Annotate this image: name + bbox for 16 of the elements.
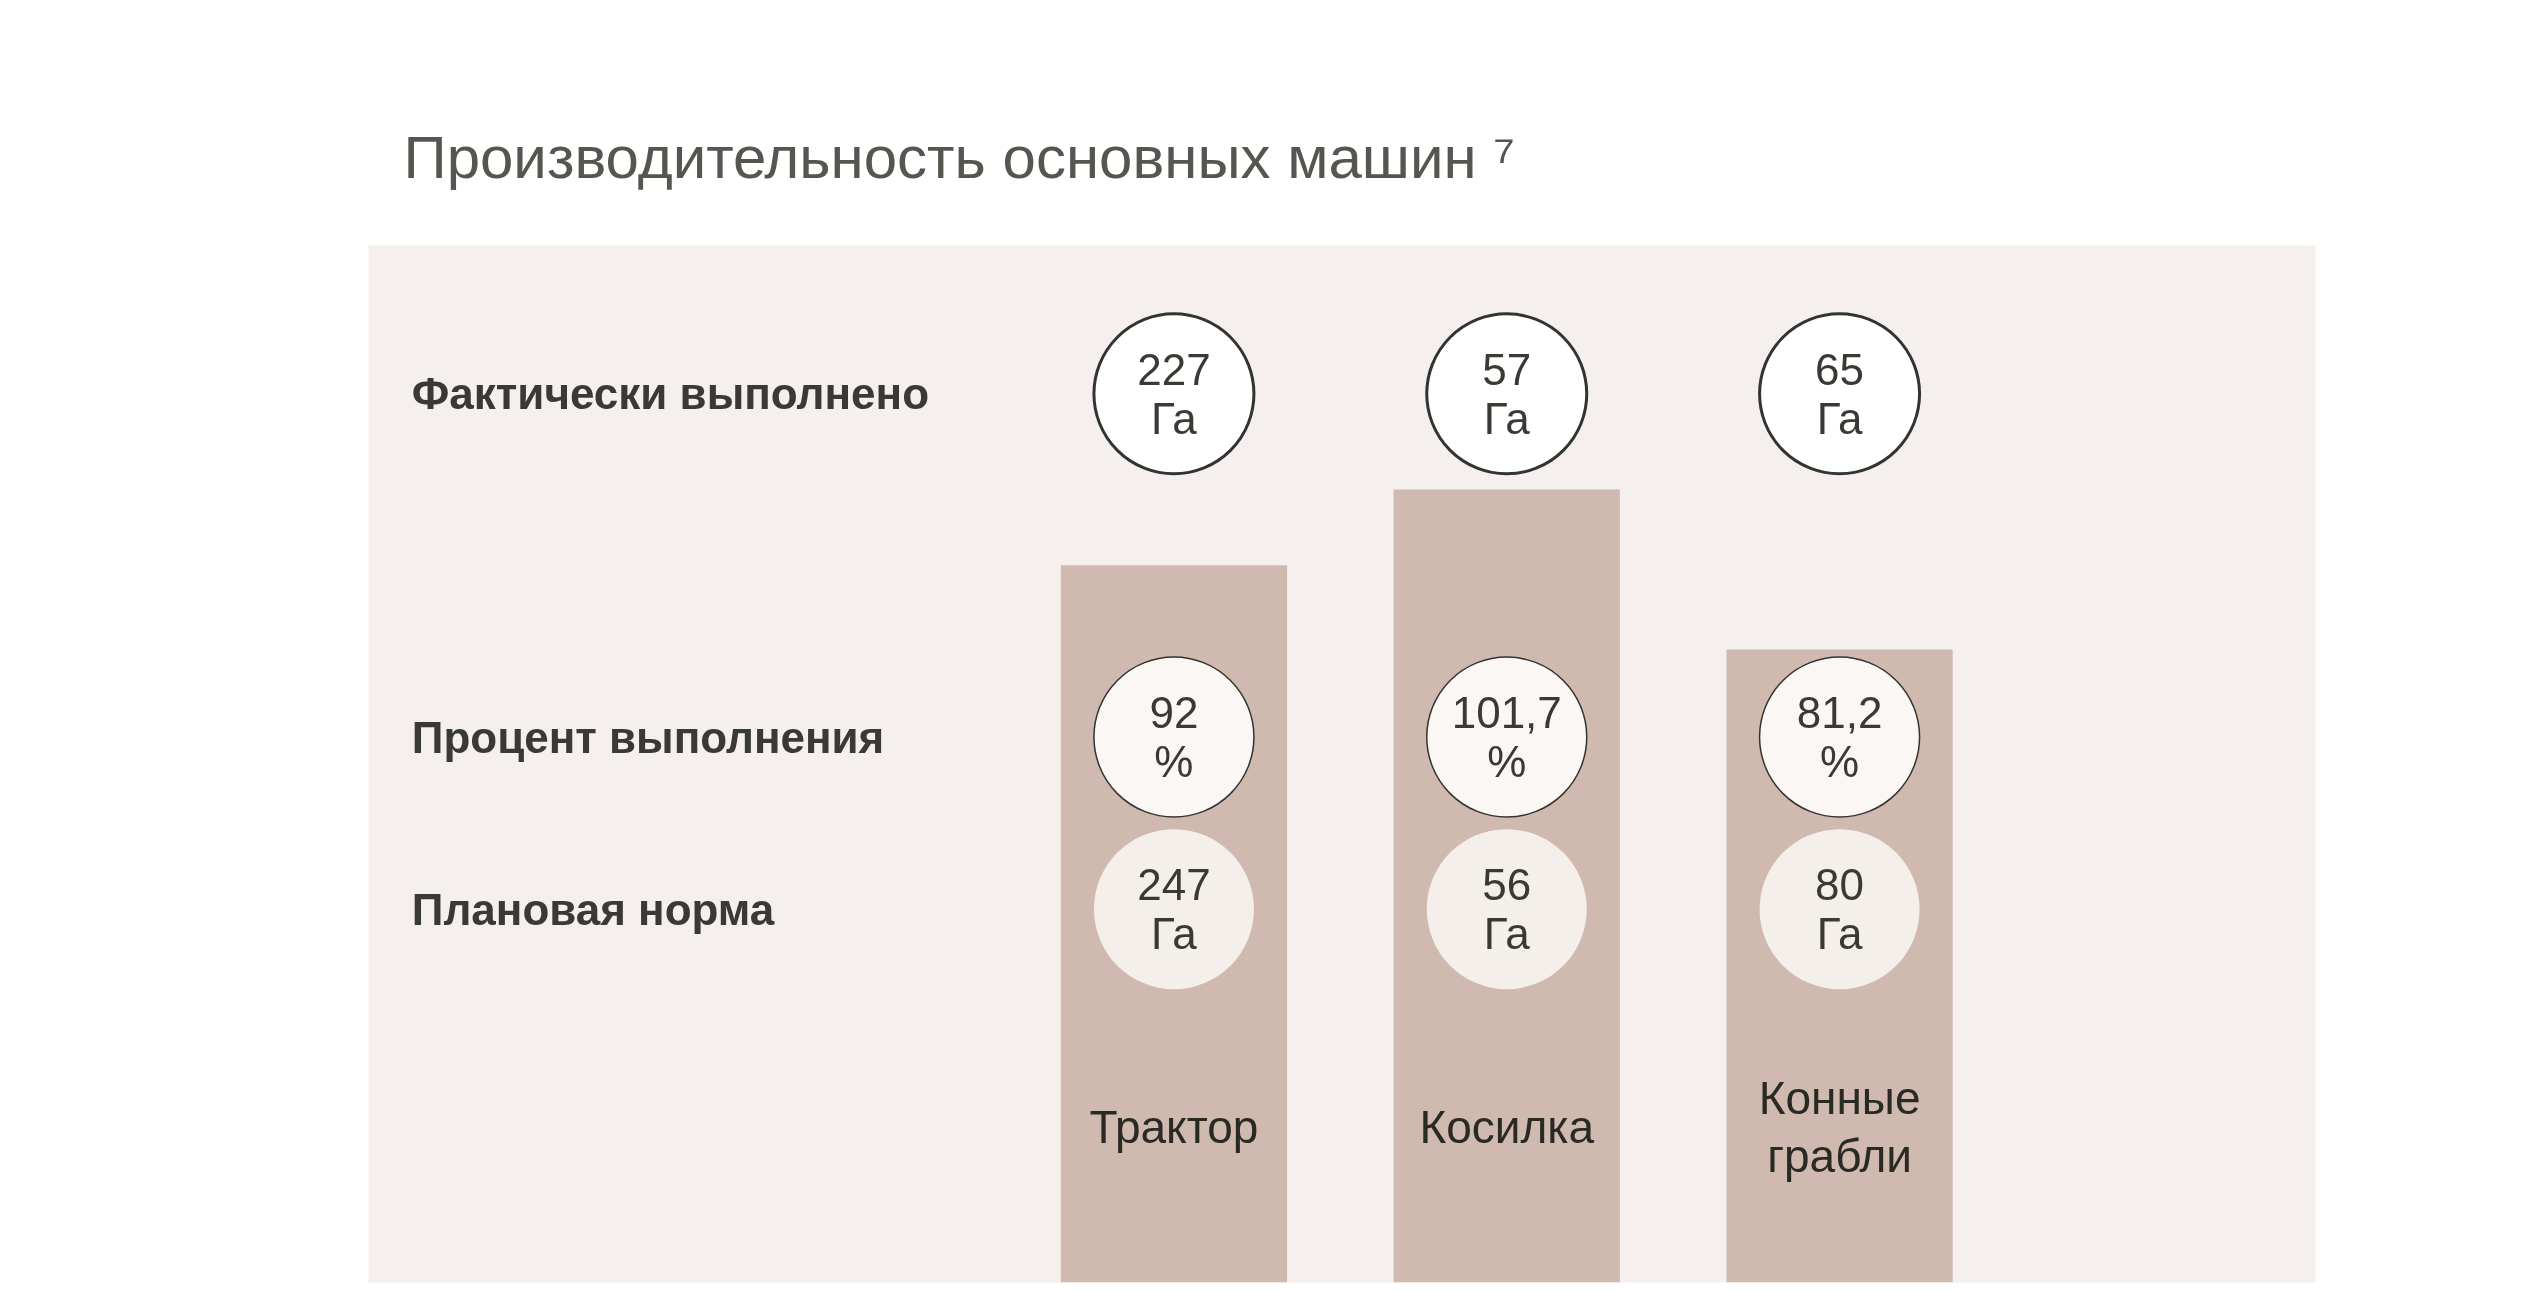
annotation: 80 Га bbox=[1815, 860, 1865, 959]
text: Фактически выполнено bbox=[411, 369, 930, 419]
chart-title: Производительность основных машин ⁷ bbox=[403, 123, 1515, 191]
annotation: 247 Га bbox=[1137, 860, 1211, 959]
x-tick-label: Косилка bbox=[1419, 1100, 1595, 1153]
text: Плановая норма bbox=[411, 884, 775, 934]
annotation: 57 Га bbox=[1482, 344, 1532, 443]
annotation: 56 Га bbox=[1482, 860, 1532, 959]
text: Процент выполнения bbox=[411, 712, 885, 762]
data-label: 101,7 % bbox=[1451, 688, 1562, 787]
data-label: 81,2 % bbox=[1796, 688, 1883, 787]
annotation: 227 Га bbox=[1137, 344, 1211, 443]
x-tick-label: Конные грабли bbox=[1758, 1072, 1921, 1182]
data-label: 92 % bbox=[1149, 688, 1199, 787]
x-tick-label: Трактор bbox=[1089, 1100, 1259, 1153]
annotation: 65 Га bbox=[1815, 344, 1865, 443]
